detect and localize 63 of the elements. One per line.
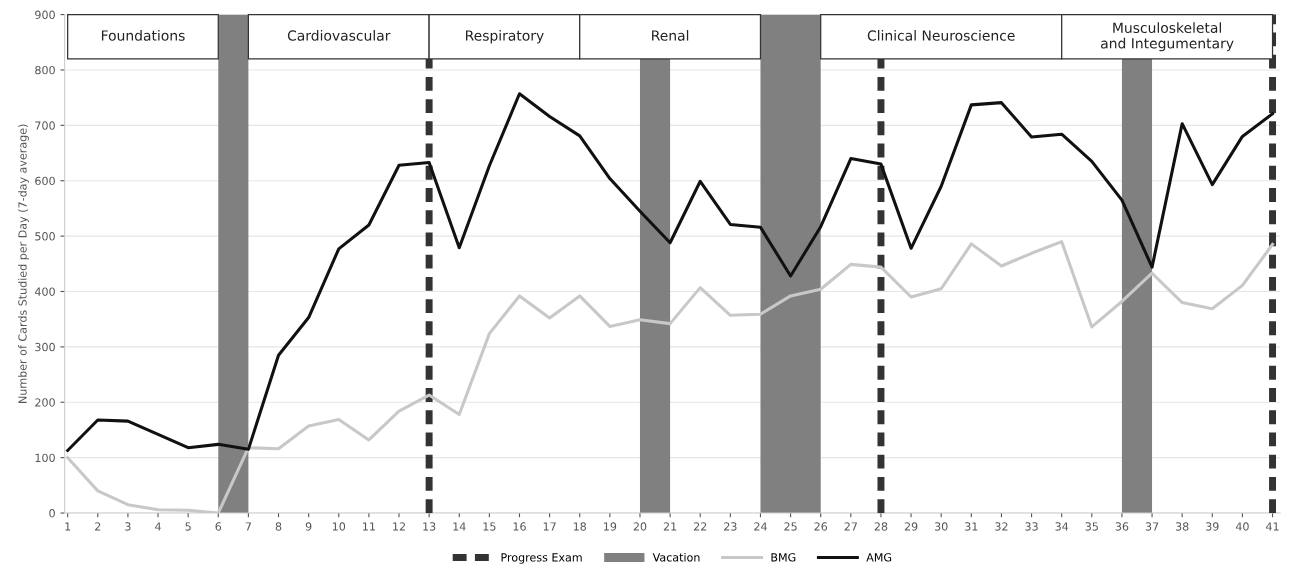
x-tick-label: 35 <box>1085 522 1098 531</box>
y-tick-label: 500 <box>35 232 55 241</box>
x-tick-label: 33 <box>1025 522 1038 531</box>
legend-label: Progress Exam <box>501 553 582 564</box>
y-tick-label: 800 <box>35 65 55 75</box>
legend-label: AMG <box>866 553 892 562</box>
x-tick-label: 38 <box>1175 522 1189 531</box>
y-tick-label: 700 <box>35 121 55 130</box>
y-tick-label: 400 <box>34 287 55 296</box>
x-tick-label: 13 <box>423 522 436 531</box>
x-tick-label: 3 <box>125 522 131 531</box>
x-tick-label: 29 <box>904 522 918 531</box>
x-tick-label: 31 <box>965 522 978 531</box>
band-label: Renal <box>652 30 689 41</box>
x-tick-label: 40 <box>1235 522 1249 531</box>
x-tick-label: 25 <box>784 522 797 531</box>
y-tick-label: 200 <box>35 398 55 407</box>
x-tick-label: 34 <box>1055 522 1069 531</box>
x-tick-label: 37 <box>1145 522 1159 531</box>
x-tick-label: 41 <box>1266 522 1279 531</box>
x-tick-label: 28 <box>874 522 888 531</box>
x-tick-label: 11 <box>363 522 375 531</box>
x-tick-label: 6 <box>215 522 222 531</box>
legend-label: Vacation <box>652 552 700 562</box>
band-label: Cardiovascular <box>287 30 391 41</box>
y-tick-label: 0 <box>49 509 55 518</box>
x-tick-label: 15 <box>483 522 496 531</box>
band-label: Clinical Neuroscience <box>867 30 1015 41</box>
y-tick-label: 900 <box>35 10 55 19</box>
line-series <box>66 92 1275 452</box>
x-tick-label: 16 <box>513 522 526 531</box>
band-label: Musculoskeletal and Integumentary <box>1101 22 1234 52</box>
x-tick-label: 10 <box>332 522 346 531</box>
x-tick-label: 2 <box>95 522 101 531</box>
x-tick-label: 12 <box>393 522 405 531</box>
x-tick-label: 5 <box>185 522 191 531</box>
x-tick-label: 27 <box>844 522 857 531</box>
x-tick-label: 22 <box>693 522 707 531</box>
x-tick-label: 7 <box>245 522 251 531</box>
band-label: Foundations <box>101 30 185 41</box>
x-tick-label: 30 <box>934 522 948 531</box>
x-tick-label: 26 <box>814 522 828 531</box>
x-tick-label: 9 <box>305 522 312 531</box>
y-tick-label: 100 <box>35 453 55 463</box>
x-tick-label: 18 <box>573 522 587 531</box>
x-tick-label: 14 <box>453 522 466 531</box>
x-tick-label: 39 <box>1206 522 1219 531</box>
x-tick-label: 23 <box>724 522 737 531</box>
x-tick-label: 4 <box>155 522 161 531</box>
y-axis-title: Number of Cards Studied per Day (7-day average) <box>18 124 29 403</box>
x-tick-label: 36 <box>1115 522 1129 531</box>
x-tick-label: 8 <box>275 522 282 531</box>
legend-label: BMG <box>771 553 796 562</box>
x-tick-label: 1 <box>65 522 71 531</box>
y-tick-label: 600 <box>35 176 55 186</box>
x-tick-label: 17 <box>543 522 556 531</box>
y-tick-label: 300 <box>35 342 55 352</box>
x-tick-label: 21 <box>663 522 677 531</box>
x-tick-label: 20 <box>633 522 647 531</box>
x-tick-label: 32 <box>995 522 1008 531</box>
band-label: Respiratory <box>466 30 544 44</box>
x-tick-label: 19 <box>604 522 617 531</box>
x-tick-label: 24 <box>754 522 767 531</box>
